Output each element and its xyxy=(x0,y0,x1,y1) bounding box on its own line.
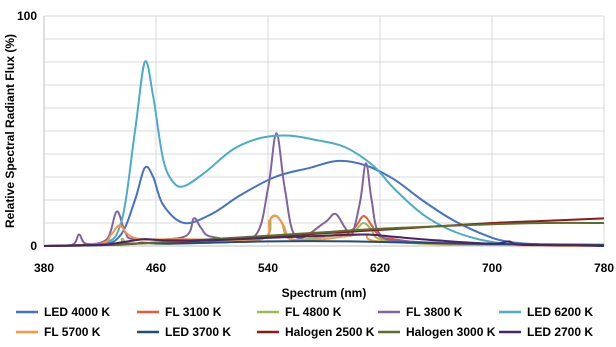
legend-item: LED 4000 K xyxy=(16,305,110,319)
legend-label: Halogen 2500 K xyxy=(285,325,375,339)
tick-labels: 380 460 540 620 700 780 0 100 xyxy=(17,9,614,275)
legend-label: LED 2700 K xyxy=(527,325,593,339)
x-tick-label: 460 xyxy=(146,261,166,275)
y-axis-title: Relative Spectral Radiant Flux (%) xyxy=(3,34,17,228)
x-axis-title: Spectrum (nm) xyxy=(282,286,367,300)
legend-item: FL 3800 K xyxy=(378,305,463,319)
series-line-fl-3800-k xyxy=(43,132,605,247)
legend-item: FL 3100 K xyxy=(137,305,222,319)
legend-item: LED 6200 K xyxy=(499,305,593,319)
legend-label: FL 3800 K xyxy=(406,305,463,319)
y-tick-label: 100 xyxy=(17,9,37,23)
series-line-led-4000-k xyxy=(43,159,605,247)
legend-label: FL 5700 K xyxy=(44,325,101,339)
y-tick-label: 0 xyxy=(30,239,37,253)
series-line-led-2700-k xyxy=(43,233,605,247)
legend-label: Halogen 3000 K xyxy=(406,325,496,339)
legend-label: LED 3700 K xyxy=(165,325,231,339)
x-tick-label: 780 xyxy=(594,261,614,275)
legend-item: Halogen 3000 K xyxy=(378,325,496,339)
legend-item: LED 3700 K xyxy=(137,325,231,339)
x-tick-label: 380 xyxy=(34,261,54,275)
legend-item: FL 4800 K xyxy=(257,305,342,319)
legend-item: Halogen 2500 K xyxy=(257,325,375,339)
legend-label: FL 4800 K xyxy=(285,305,342,319)
legend: LED 4000 K FL 3100 K FL 4800 K FL 3800 K LED… xyxy=(16,305,593,339)
legend-item: LED 2700 K xyxy=(499,325,593,339)
x-tick-label: 540 xyxy=(258,261,278,275)
legend-label: LED 4000 K xyxy=(44,305,110,319)
legend-label: FL 3100 K xyxy=(165,305,222,319)
series-line-led-6200-k xyxy=(43,60,605,247)
x-tick-label: 700 xyxy=(482,261,502,275)
series-line-fl-5700-k xyxy=(43,214,605,247)
legend-item: FL 5700 K xyxy=(16,325,101,339)
series-line-halogen-3000-k xyxy=(43,221,605,247)
x-tick-label: 620 xyxy=(370,261,390,275)
legend-label: LED 6200 K xyxy=(527,305,593,319)
series-lines xyxy=(43,60,605,247)
gridlines xyxy=(43,15,605,246)
